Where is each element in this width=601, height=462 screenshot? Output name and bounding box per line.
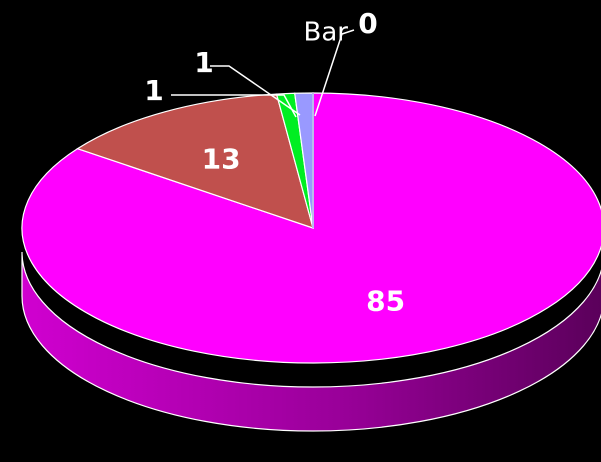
slice-value-label-3: 1 xyxy=(194,46,213,79)
slice-category-label-4: Bar xyxy=(304,18,349,48)
pie-side-wall xyxy=(21,251,601,432)
leader-line-3 xyxy=(210,65,301,116)
leader-line-4 xyxy=(314,29,355,117)
slice-value-label-1: 13 xyxy=(202,143,241,176)
slice-value-label-2: 1 xyxy=(144,74,163,107)
slice-value-label-0: 85 xyxy=(366,285,405,318)
slice-value-label-4: 0 xyxy=(358,7,377,40)
